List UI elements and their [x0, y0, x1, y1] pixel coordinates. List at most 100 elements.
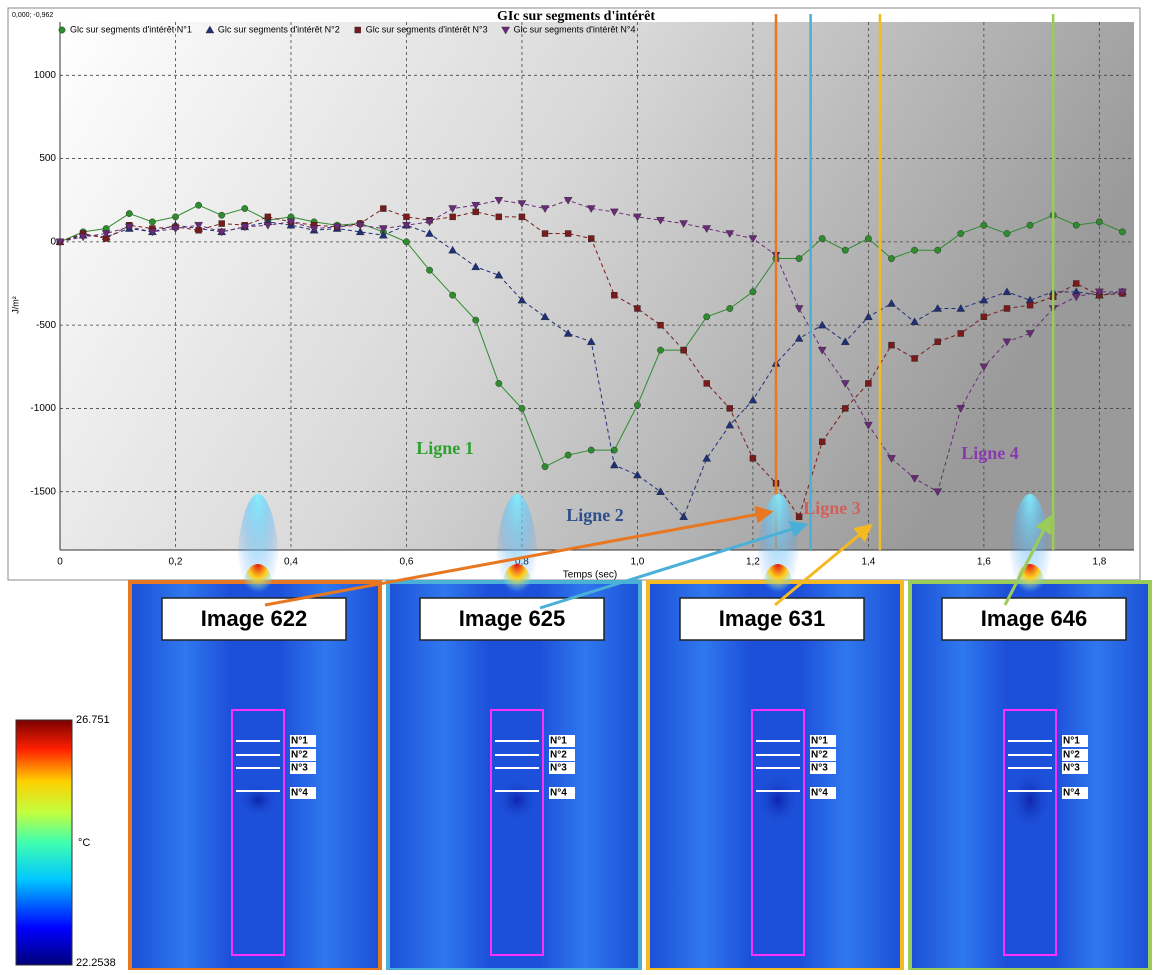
data-point — [448, 245, 457, 254]
data-point — [634, 305, 641, 312]
data-point — [55, 238, 65, 247]
data-point — [195, 201, 202, 209]
data-point — [633, 470, 642, 479]
segment-label: N°2 — [550, 750, 567, 761]
segment-label: N°2 — [1063, 750, 1080, 761]
data-point — [309, 225, 319, 233]
data-point — [634, 401, 641, 409]
data-point — [518, 213, 526, 221]
data-point — [887, 299, 896, 307]
segment-label: N°2 — [811, 750, 828, 761]
y-tick-label: -1000 — [30, 403, 56, 414]
data-point — [864, 235, 872, 242]
thermal-images: Image 622 N°1 N°2 N°3 N°4 Image 625 N°1 N°2 N°3 N… — [128, 494, 1152, 972]
data-point — [586, 337, 596, 345]
data-point — [286, 218, 296, 227]
data-point — [125, 210, 133, 217]
data-point — [194, 222, 203, 230]
data-point — [864, 421, 873, 430]
data-point — [702, 453, 712, 462]
segment-label: N°4 — [1063, 788, 1080, 799]
x-axis-label: Temps (sec) — [563, 570, 617, 581]
segment-tag — [1062, 749, 1088, 761]
data-point — [494, 197, 504, 205]
segment-tag — [810, 735, 836, 747]
data-point — [679, 512, 688, 520]
data-point — [703, 380, 710, 387]
segment-label: N°3 — [550, 763, 567, 774]
cold-zone — [236, 782, 280, 818]
data-point — [402, 222, 411, 230]
data-point — [979, 363, 989, 372]
segment-label: N°3 — [1063, 763, 1080, 774]
data-point — [933, 488, 943, 497]
roi-rect — [751, 709, 805, 956]
data-point — [78, 233, 88, 242]
data-point — [725, 230, 735, 238]
cold-zone — [1008, 767, 1052, 833]
y-tick-label: -1500 — [30, 486, 56, 497]
data-point — [1025, 330, 1035, 338]
label-box — [419, 597, 605, 641]
data-point — [956, 405, 966, 413]
data-point — [910, 475, 919, 483]
x-tick-label: 1,2 — [746, 557, 760, 568]
data-point — [633, 213, 642, 222]
data-point — [425, 229, 434, 237]
segment-tag — [1062, 762, 1088, 774]
arrow — [264, 505, 774, 607]
data-point — [1002, 338, 1012, 347]
data-point — [101, 230, 111, 238]
data-point — [818, 235, 826, 242]
data-point — [657, 321, 664, 329]
segment-tag — [810, 762, 836, 774]
data-point — [495, 380, 503, 387]
segment-label: N°1 — [550, 736, 567, 747]
hot-spot — [503, 564, 531, 604]
data-point — [1118, 288, 1127, 297]
image-label: Image 646 — [981, 606, 1087, 631]
image-label: Image 631 — [719, 606, 825, 631]
x-tick-label: 1,0 — [630, 557, 644, 568]
data-point — [656, 217, 665, 225]
data-point — [980, 221, 988, 229]
data-point — [263, 222, 273, 230]
data-point — [817, 320, 827, 329]
data-point — [911, 246, 918, 254]
data-point — [749, 288, 757, 296]
colorbar-gradient — [15, 719, 73, 966]
data-point — [1119, 228, 1126, 236]
data-point — [840, 380, 850, 388]
x-tick-label: 0,6 — [399, 557, 413, 568]
data-point — [1002, 287, 1012, 296]
data-point — [426, 266, 433, 274]
data-point — [241, 205, 249, 212]
annotation: Ligne 1 — [416, 438, 474, 458]
data-point — [911, 355, 918, 362]
segment-tag — [810, 787, 836, 799]
arrow — [539, 520, 809, 610]
data-point — [933, 304, 943, 312]
data-point — [1095, 288, 1104, 297]
data-point — [586, 205, 596, 213]
data-point — [172, 213, 179, 221]
segment-label: N°4 — [550, 788, 567, 799]
roi-rect — [1003, 709, 1057, 956]
legend-label: Glc sur segments d'intérêt N°4 — [514, 24, 636, 34]
data-point — [379, 225, 388, 233]
y-tick-label: 1000 — [34, 70, 57, 81]
data-point — [657, 346, 664, 354]
x-tick-label: 1,8 — [1092, 557, 1106, 568]
x-tick-label: 0,4 — [284, 557, 298, 568]
data-point — [679, 220, 688, 228]
roi-rect — [490, 709, 544, 956]
data-point — [611, 291, 618, 299]
data-point — [1073, 280, 1080, 287]
y-axis-label: J/m² — [10, 296, 20, 314]
corner-label: 0,000; -0,962 — [12, 12, 53, 19]
segment-tag — [549, 787, 575, 799]
data-point — [794, 334, 804, 342]
y-tick-label: 0 — [50, 237, 56, 248]
colorbar-unit: °C — [78, 837, 90, 849]
